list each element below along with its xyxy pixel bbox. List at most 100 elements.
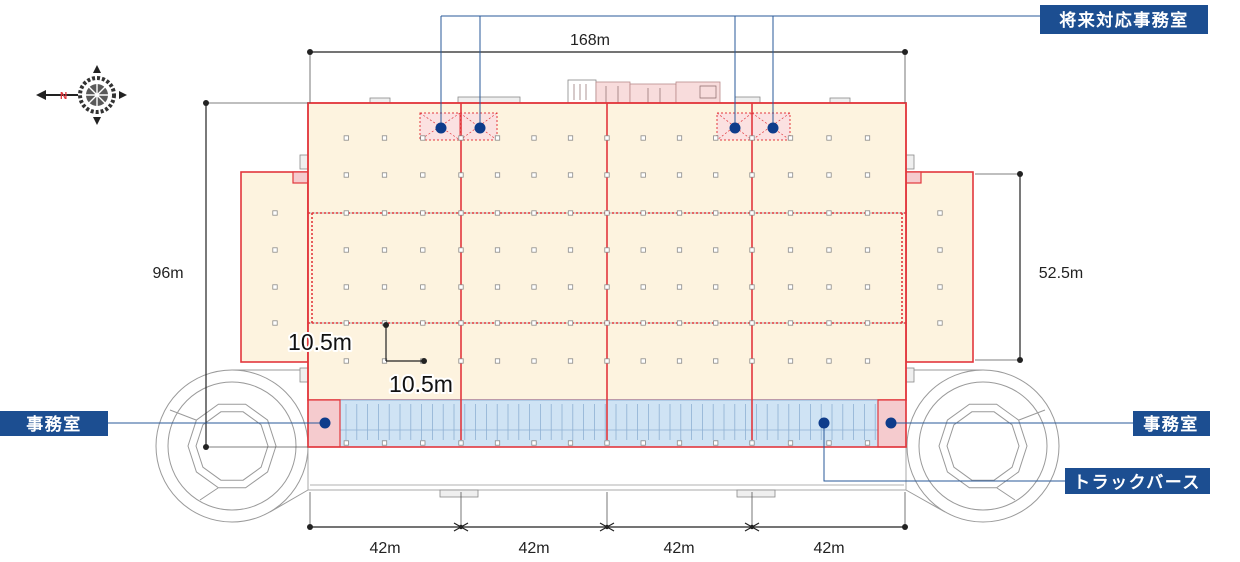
truck-berth-callout: トラックバース [818, 417, 1210, 494]
column-pillar [713, 284, 719, 290]
column-pillar [749, 358, 755, 364]
column-pillar [787, 172, 794, 178]
core-room [675, 81, 721, 104]
column-pillars [272, 135, 943, 446]
location-marker [818, 417, 830, 429]
column-pillar [787, 210, 794, 216]
column-pillar [640, 135, 646, 141]
column-pillar [749, 440, 755, 446]
bay-width-label: 42m [663, 540, 694, 557]
column-pillar [531, 440, 537, 446]
column-pillar [937, 320, 943, 326]
truck-berth-label-box [1065, 468, 1210, 494]
column-pillar [937, 247, 943, 253]
column-pillar [458, 358, 464, 364]
dimension-end [421, 358, 427, 364]
column-pillar [676, 320, 683, 326]
column-pillar [458, 210, 464, 216]
dimension-end [902, 524, 908, 530]
right-wing [905, 171, 974, 363]
column-pillar [272, 320, 278, 326]
bay-width-label: 42m [518, 540, 549, 557]
left-ramp-core [187, 403, 277, 489]
column-pillar [826, 320, 832, 326]
truck-berth-label: トラックバース [1073, 473, 1201, 493]
column-pillar [343, 358, 349, 364]
dimension-bays: 42m 42m 42m 42m [307, 492, 908, 557]
column-pillar [640, 172, 646, 178]
column-pillar [567, 135, 574, 141]
column-pillar [343, 135, 349, 141]
wing-depth-label: 52.5m [1039, 265, 1083, 282]
side-fixture [905, 367, 915, 383]
column-pillar [937, 284, 943, 290]
column-pillar [531, 320, 537, 326]
column-pillar [676, 284, 683, 290]
dimension-node [604, 524, 610, 530]
right-ramp-core [938, 403, 1028, 489]
column-pillar [494, 135, 501, 141]
column-pillar [458, 247, 464, 253]
column-pillar [494, 247, 501, 253]
column-pillar [567, 284, 574, 290]
column-pillar [494, 284, 501, 290]
column-pillar [787, 135, 794, 141]
column-pillar [749, 172, 755, 178]
column-pillar [381, 210, 388, 216]
column-pillar [787, 284, 794, 290]
future-office-label-box [1040, 5, 1208, 34]
column-pillar [749, 247, 755, 253]
column-pillar [420, 440, 426, 446]
column-pillar [343, 320, 349, 326]
right-ramp-outer [906, 369, 1060, 523]
column-pillar [343, 247, 349, 253]
column-pillar [494, 440, 501, 446]
column-pillar [458, 135, 464, 141]
dimension-end [307, 49, 313, 55]
column-pillar [676, 210, 683, 216]
column-span-vertical-label: 10.5m [288, 329, 352, 355]
column-pillar [640, 440, 646, 446]
column-pillar [864, 210, 871, 216]
dimension-end [307, 524, 313, 530]
column-pillar [864, 284, 871, 290]
column-pillar [826, 135, 832, 141]
column-pillar [787, 358, 794, 364]
dimension-end [1017, 171, 1023, 177]
right-wing-notch [905, 171, 922, 184]
column-span-marker: 10.5m 10.5m [286, 322, 455, 399]
north-arrow-head [36, 90, 46, 100]
dimension-end [203, 444, 209, 450]
column-pillar [826, 284, 832, 290]
column-pillar [676, 172, 683, 178]
column-pillar [420, 284, 426, 290]
dock-stalls [345, 404, 876, 440]
compass-spokes [86, 84, 108, 106]
leader-line [823, 423, 1065, 482]
column-pillar [749, 284, 755, 290]
column-pillar [826, 440, 832, 446]
column-pillar [458, 320, 464, 326]
wall-fixture [457, 96, 521, 104]
left-ramp-lane [167, 381, 297, 511]
dimension-wing-depth: 52.5m [975, 171, 1083, 363]
apron-bump [736, 489, 776, 498]
column-pillar [604, 247, 610, 253]
column-pillar [604, 284, 610, 290]
truck-apron [307, 446, 907, 491]
left-wing [240, 171, 309, 363]
column-pillar [458, 284, 464, 290]
column-pillar [604, 320, 610, 326]
office-right-callout: 事務室 [885, 411, 1210, 436]
office-right-label: 事務室 [1143, 414, 1199, 435]
compass-icon: N [36, 65, 127, 125]
column-pillar [531, 135, 537, 141]
right-ramp [905, 369, 1060, 523]
column-pillar [381, 135, 388, 141]
column-pillar [864, 135, 871, 141]
column-pillar [864, 358, 871, 364]
dimension-end [902, 49, 908, 55]
truck-berth-area [339, 399, 879, 448]
office-right-label-box [1133, 411, 1210, 436]
